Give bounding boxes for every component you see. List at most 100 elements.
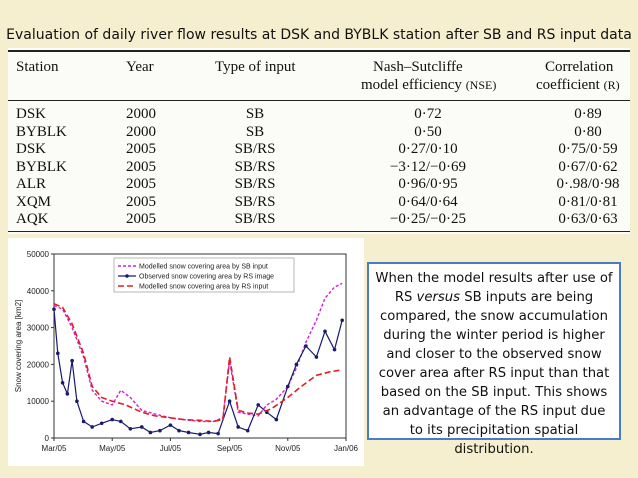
table-cell-nse: 0·50	[414, 123, 442, 140]
table-cell-type: SB	[245, 123, 265, 140]
table-cell-year: 2005	[126, 141, 156, 157]
header-station: Station	[16, 59, 59, 75]
snow-cover-chart: 0 10000 20000 30000 40000 50000 Mar/05 May/05 Ju…	[8, 238, 364, 466]
table-cell-year: 2005	[126, 176, 156, 192]
header-year: Year	[126, 59, 154, 75]
legend-label: Observed snow covering area by RS image	[139, 274, 274, 281]
table-cell-r: 0·.98/0·98	[556, 176, 620, 192]
table-cell-station: DSK	[16, 106, 47, 122]
series-point	[56, 351, 60, 356]
series-point	[285, 384, 290, 389]
y-tick-label: 0	[45, 434, 50, 443]
legend-label: Modelled snow covering area by SB input	[139, 264, 268, 271]
table-cell-r: 0·63/0·63	[558, 211, 618, 227]
series-point	[81, 419, 86, 424]
y-tick-label: 40000	[27, 287, 50, 296]
series-point	[90, 425, 94, 429]
series-point	[216, 431, 220, 436]
table-cell-year: 2005	[126, 158, 156, 175]
commentary-box: When the model results after use of RS v…	[367, 262, 621, 457]
table-cell-year: 2000	[126, 106, 156, 122]
series-point	[168, 423, 173, 427]
results-table: Station Year Type of input Nash–Sutcliff…	[8, 48, 630, 234]
legend-label: Modelled snow covering area by RS input	[139, 284, 268, 291]
table-cell-type: SB/RS	[234, 211, 276, 227]
y-axis-label: Snow covering area [km2]	[14, 300, 23, 393]
x-tick-label: Nov/05	[275, 444, 301, 453]
series-point	[323, 329, 327, 334]
table-cell-type: SB	[245, 106, 265, 122]
table-cell-year: 2005	[126, 193, 156, 210]
series-point	[256, 403, 261, 407]
table-cell-nse: 0·27/0·10	[398, 141, 458, 157]
y-tick-label: 10000	[27, 397, 50, 406]
header-nse-abbr: (NSE)	[465, 78, 497, 92]
y-tick-label: 50000	[27, 250, 50, 259]
legend-marker	[125, 274, 129, 278]
series-point	[206, 430, 211, 435]
x-tick-label: Jan/06	[334, 444, 359, 453]
series-point	[198, 432, 202, 437]
header-nse-line2: model efficiency (NSE)	[361, 77, 496, 94]
series-point	[186, 430, 191, 435]
table-cell-r: 0·75/0·59	[558, 141, 618, 157]
commentary-part2: SB inputs are being compared, the snow a…	[378, 290, 610, 457]
table-header-rule	[8, 100, 630, 101]
x-tick-label: Jul/05	[160, 444, 182, 453]
table-cell-nse: 0·96/0·95	[398, 176, 458, 192]
series-point	[110, 417, 115, 422]
series-point	[158, 428, 162, 433]
x-tick-label: Mar/05	[42, 444, 67, 453]
table-cell-station: AQK	[16, 211, 49, 227]
table-cell-nse: 0·72	[414, 106, 442, 122]
commentary-part1: When the model results after use of RS	[375, 271, 613, 305]
table-cell-nse: −0·25/−0·25	[389, 211, 467, 227]
table-cell-station: BYBLK	[16, 123, 67, 140]
header-nse-text: model efficiency	[361, 77, 462, 93]
x-tick-label: May/05	[99, 444, 126, 453]
header-nse-line1: Nash–Sutcliffe	[373, 59, 463, 75]
chart-svg: 0 10000 20000 30000 40000 50000 Mar/05 May/05 Ju…	[14, 250, 359, 453]
table-cell-station: ALR	[16, 176, 46, 192]
series-point	[139, 425, 144, 429]
series-point	[65, 392, 70, 396]
table-cell-station: BYBLK	[16, 158, 67, 175]
series-point	[148, 430, 153, 435]
y-tick-label: 20000	[27, 360, 50, 369]
table-top-rule	[8, 50, 630, 52]
table-cell-type: SB/RS	[234, 193, 276, 210]
legend-box	[113, 257, 295, 293]
y-tick-label: 30000	[27, 324, 50, 333]
table-cell-nse: 0·64/0·64	[398, 193, 458, 210]
table-bottom-rule	[8, 231, 630, 232]
series-point	[75, 399, 79, 403]
series-point	[70, 358, 74, 363]
series-point	[294, 362, 299, 367]
table-cell-nse: −3·12/−0·69	[389, 158, 467, 175]
series-point	[314, 355, 319, 359]
series-point	[245, 428, 250, 433]
table-cell-type: SB/RS	[234, 176, 276, 192]
series-point	[340, 318, 344, 323]
series-point	[227, 399, 232, 403]
series-point	[177, 428, 181, 433]
table-cell-year: 2000	[126, 123, 156, 140]
series-point	[304, 344, 308, 348]
commentary-versus: versus	[416, 290, 460, 305]
series-point	[99, 421, 104, 426]
table-cell-r: 0·67/0·62	[558, 158, 618, 175]
series-point	[60, 381, 65, 385]
header-type: Type of input	[215, 59, 296, 75]
table-cell-type: SB/RS	[234, 158, 276, 175]
table-cell-r: 0·89	[574, 106, 602, 122]
series-point	[274, 417, 279, 422]
series-point	[128, 427, 133, 431]
table-cell-r: 0·80	[574, 123, 602, 140]
table-cell-station: DSK	[16, 141, 47, 157]
table-cell-year: 2005	[126, 211, 156, 227]
table-cell-r: 0·81/0·81	[558, 193, 618, 210]
table-cell-station: XQM	[16, 193, 52, 210]
series-point	[52, 307, 56, 311]
series-point	[332, 347, 337, 352]
header-corr-abbr: (R)	[603, 78, 620, 92]
